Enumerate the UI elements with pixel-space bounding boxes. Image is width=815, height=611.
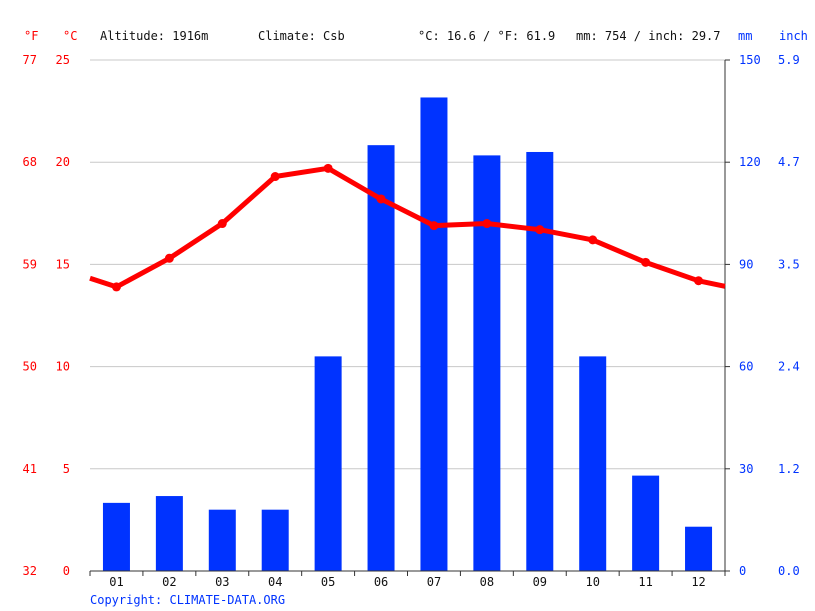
temperature-point: [694, 276, 704, 286]
x-tick-label: 03: [215, 575, 229, 589]
precipitation-bar: [261, 509, 289, 571]
y-tick-celsius: 15: [56, 257, 70, 271]
precipitation-bar: [208, 509, 236, 571]
y-tick-inch: 3.5: [778, 257, 800, 271]
precipitation-bar: [526, 151, 554, 572]
y-tick-fahrenheit: 77: [23, 53, 37, 67]
y-tick-fahrenheit: 41: [23, 462, 37, 476]
copyright-label: Copyright: CLIMATE-DATA.ORG: [90, 593, 285, 607]
temperature-point: [217, 219, 227, 229]
precipitation-bars: [102, 97, 713, 572]
y-tick-mm: 0: [739, 564, 746, 578]
temperature-point: [641, 257, 651, 267]
y-tick-mm: 150: [739, 53, 761, 67]
precipitation-bar: [420, 97, 448, 572]
x-tick-label: 06: [374, 575, 388, 589]
precipitation-bar: [579, 356, 607, 571]
x-tick-label: 11: [638, 575, 652, 589]
y-tick-celsius: 20: [56, 155, 70, 169]
climate-label: Climate: Csb: [258, 29, 345, 43]
precipitation-bar: [155, 496, 183, 571]
axes: [89, 59, 730, 576]
inch-unit-label: inch: [779, 29, 808, 43]
y-tick-fahrenheit: 68: [23, 155, 37, 169]
temperature-point: [111, 282, 121, 292]
x-tick-label: 04: [268, 575, 282, 589]
y-tick-fahrenheit: 50: [23, 360, 37, 374]
precipitation-bar: [314, 356, 342, 571]
temperature-line: [89, 163, 726, 292]
precipitation-bar: [367, 145, 395, 571]
y-tick-inch: 5.9: [778, 53, 800, 67]
tick-labels: 32 0 0 0.041 5 30 1.250 10 60 2.459 15 90 3.568 20 120…: [23, 53, 800, 589]
temperature-point: [429, 221, 439, 231]
x-tick-label: 01: [109, 575, 123, 589]
fahrenheit-unit-label: °F: [24, 29, 38, 43]
precipitation-bar: [102, 502, 130, 571]
x-tick-label: 07: [427, 575, 441, 589]
mm-unit-label: mm: [738, 29, 752, 43]
x-tick-label: 09: [533, 575, 547, 589]
y-tick-fahrenheit: 59: [23, 257, 37, 271]
y-tick-celsius: 10: [56, 360, 70, 374]
temperature-point: [164, 253, 174, 263]
average-temperature-label: °C: 16.6 / °F: 61.9: [418, 29, 555, 43]
x-tick-label: 08: [480, 575, 494, 589]
temperature-point: [376, 194, 386, 204]
temperature-point: [323, 163, 333, 173]
x-tick-label: 12: [691, 575, 705, 589]
y-tick-mm: 60: [739, 360, 753, 374]
x-tick-label: 05: [321, 575, 335, 589]
temperature-line-path: [89, 165, 726, 290]
y-tick-inch: 4.7: [778, 155, 800, 169]
y-tick-celsius: 25: [56, 53, 70, 67]
y-tick-celsius: 5: [63, 462, 70, 476]
y-tick-mm: 90: [739, 257, 753, 271]
temperature-point: [482, 219, 492, 229]
temperature-point: [535, 225, 545, 235]
y-tick-mm: 120: [739, 155, 761, 169]
y-tick-fahrenheit: 32: [23, 564, 37, 578]
y-tick-inch: 0.0: [778, 564, 800, 578]
precipitation-bar: [685, 526, 713, 571]
total-precipitation-label: mm: 754 / inch: 29.7: [576, 29, 721, 43]
y-tick-inch: 2.4: [778, 360, 800, 374]
altitude-label: Altitude: 1916m: [100, 29, 208, 43]
x-tick-label: 02: [162, 575, 176, 589]
precipitation-bar: [632, 475, 660, 571]
temperature-point: [588, 235, 598, 245]
precipitation-bar: [473, 155, 501, 572]
x-tick-label: 10: [585, 575, 599, 589]
y-tick-inch: 1.2: [778, 462, 800, 476]
temperature-point: [270, 172, 280, 182]
gridlines: [90, 59, 725, 470]
celsius-unit-label: °C: [63, 29, 77, 43]
y-tick-celsius: 0: [63, 564, 70, 578]
y-tick-mm: 30: [739, 462, 753, 476]
